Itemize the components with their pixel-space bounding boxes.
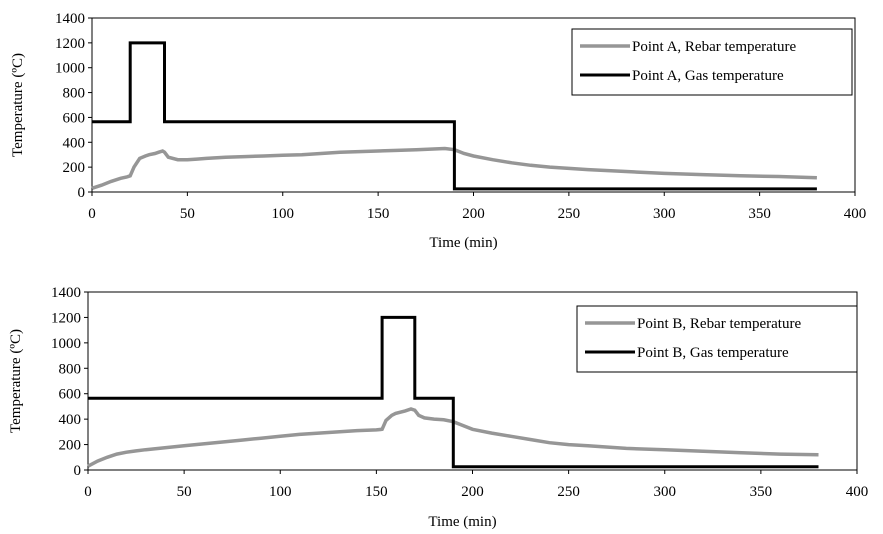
legend: Point B, Rebar temperature Point B, Gas t… [577, 306, 857, 372]
chart-1: 0 200 400 600 800 1000 1200 1400 0 50 100 150 200 250… [10, 11, 866, 251]
x-tick-label: 100 [269, 484, 292, 500]
y-tick-label: 1400 [51, 285, 81, 301]
x-tick-label: 400 [846, 484, 869, 500]
y-tick-label: 200 [59, 438, 82, 454]
y-axis-label: Temperature (ºC) [8, 329, 24, 433]
y-tick-label: 1200 [55, 36, 85, 52]
legend-label: Point B, Rebar temperature [637, 316, 801, 332]
x-tick-label: 50 [177, 484, 192, 500]
x-tick-label: 100 [272, 206, 295, 222]
y-tick-label: 1400 [55, 11, 85, 27]
y-tick-label: 0 [78, 185, 86, 201]
x-tick-label: 200 [461, 484, 484, 500]
y-tick-label: 200 [63, 160, 86, 176]
x-tick-label: 50 [180, 206, 195, 222]
x-tick-label: 250 [558, 206, 581, 222]
x-tick-label: 350 [748, 206, 771, 222]
y-axis-label: Temperature (ºC) [10, 53, 26, 157]
legend-label: Point B, Gas temperature [637, 345, 789, 361]
legend-label: Point A, Rebar temperature [632, 39, 796, 55]
y-tick-label: 800 [59, 361, 82, 377]
x-tick-label: 300 [653, 206, 676, 222]
y-tick-label: 800 [63, 86, 86, 102]
x-tick-label: 0 [84, 484, 92, 500]
y-tick-label: 1000 [51, 336, 81, 352]
y-tick-label: 1000 [55, 61, 85, 77]
x-tick-label: 150 [367, 206, 390, 222]
x-tick-label: 350 [750, 484, 773, 500]
x-axis-label: Time (min) [428, 514, 496, 529]
x-tick-label: 300 [654, 484, 677, 500]
y-tick-label: 600 [59, 387, 82, 403]
y-tick-label: 600 [63, 110, 86, 126]
x-tick-label: 0 [88, 206, 96, 222]
x-tick-label: 250 [557, 484, 580, 500]
legend: Point A, Rebar temperature Point A, Gas t… [572, 29, 852, 95]
legend-label: Point A, Gas temperature [632, 68, 784, 84]
chart-2: 0 200 400 600 800 1000 1200 1400 0 50 100 150 200 250… [8, 285, 868, 529]
y-tick-label: 400 [59, 412, 82, 428]
x-tick-label: 400 [844, 206, 867, 222]
y-tick-label: 400 [63, 135, 86, 151]
y-tick-label: 1200 [51, 310, 81, 326]
x-axis-label: Time (min) [429, 235, 497, 251]
x-tick-label: 150 [365, 484, 388, 500]
x-tick-label: 200 [462, 206, 485, 222]
y-tick-label: 0 [74, 463, 82, 479]
